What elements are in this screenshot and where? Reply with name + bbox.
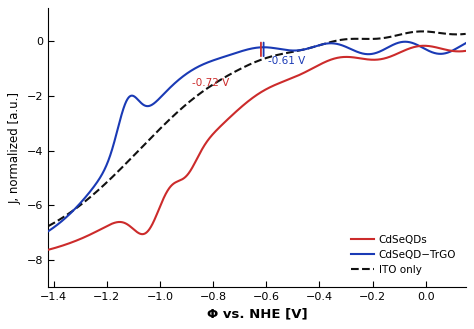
Legend: CdSeQDs, CdSeQD−TrGO, ITO only: CdSeQDs, CdSeQD−TrGO, ITO only (346, 231, 460, 279)
Y-axis label: J, normalized [a.u.]: J, normalized [a.u.] (9, 92, 21, 204)
Text: -0.72 V: -0.72 V (192, 78, 229, 88)
X-axis label: Φ vs. NHE [V]: Φ vs. NHE [V] (207, 308, 307, 321)
Text: -0.61 V: -0.61 V (268, 56, 305, 66)
